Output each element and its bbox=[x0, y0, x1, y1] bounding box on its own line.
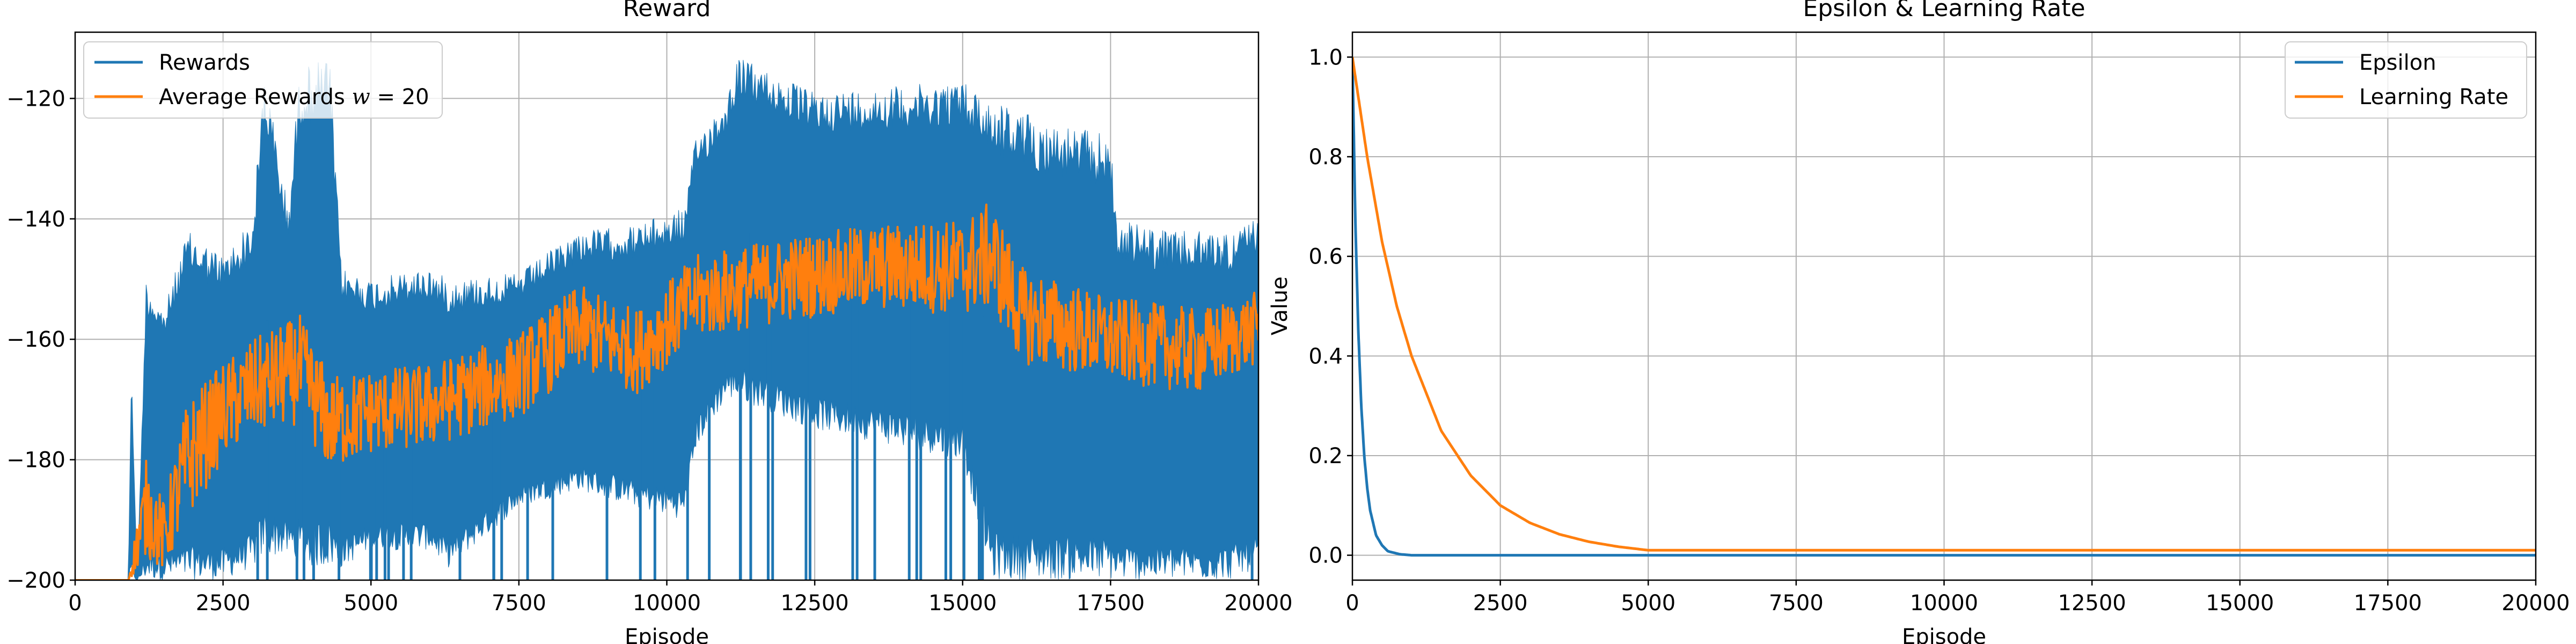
legend-learning-rate-label: Learning Rate bbox=[2359, 85, 2508, 109]
reward-x-tick-label: 20000 bbox=[1224, 591, 1292, 616]
epsilon-x-axis-label: Episode bbox=[1902, 625, 1986, 644]
epsilon-x-tick-label: 5000 bbox=[1621, 591, 1675, 616]
reward-x-tick-label: 10000 bbox=[633, 591, 701, 616]
epsilon-x-tick-label: 15000 bbox=[2206, 591, 2274, 616]
epsilon-series-line bbox=[1352, 57, 2536, 557]
epsilon-chart-title: Epsilon & Learning Rate bbox=[1803, 0, 2085, 22]
epsilon-x-tick-label: 12500 bbox=[2058, 591, 2126, 616]
reward-y-ticks: −200 −180 −160 −140 −120 bbox=[6, 86, 75, 593]
epsilon-y-ticks: 0.0 0.2 0.4 0.6 0.8 1.0 bbox=[1308, 45, 1352, 568]
legend-average-rewards-label-prefix: Average Rewards bbox=[159, 85, 352, 109]
epsilon-x-tick-label: 10000 bbox=[1910, 591, 1978, 616]
reward-x-tick-label: 7500 bbox=[492, 591, 546, 616]
reward-x-tick-label: 2500 bbox=[196, 591, 251, 616]
reward-legend-box bbox=[83, 41, 443, 119]
reward-x-tick-label: 0 bbox=[68, 591, 82, 616]
epsilon-y-tick-label: 0.0 bbox=[1308, 544, 1343, 568]
reward-x-tick-label: 17500 bbox=[1077, 591, 1145, 616]
legend-epsilon-label: Epsilon bbox=[2359, 50, 2436, 75]
epsilon-x-tick-label: 7500 bbox=[1769, 591, 1824, 616]
reward-chart: Reward 0 2500 5000 7500 10000 12500 15000 17500… bbox=[6, 0, 1293, 644]
rewards-series-spikes bbox=[256, 229, 1254, 580]
reward-y-tick-label: −140 bbox=[6, 207, 65, 232]
epsilon-y-tick-label: 0.2 bbox=[1308, 444, 1343, 469]
epsilon-legend-box bbox=[2285, 41, 2527, 119]
legend-average-rewards-label-suffix: = 20 bbox=[370, 85, 429, 109]
reward-y-tick-label: −180 bbox=[6, 448, 65, 473]
epsilon-x-tick-label: 17500 bbox=[2354, 591, 2422, 616]
epsilon-x-tick-label: 2500 bbox=[1473, 591, 1528, 616]
epsilon-x-tick-label: 0 bbox=[1345, 591, 1359, 616]
epsilon-y-axis-label: Value bbox=[1268, 276, 1292, 335]
reward-chart-title: Reward bbox=[623, 0, 711, 22]
legend-rewards-label: Rewards bbox=[159, 50, 250, 75]
epsilon-legend: Epsilon Learning Rate bbox=[2285, 41, 2527, 119]
legend-average-rewards-label: Average Rewards w = 20 bbox=[159, 85, 429, 109]
reward-x-ticks: 0 2500 5000 7500 10000 12500 15000 17500 20000 bbox=[68, 580, 1293, 616]
epsilon-y-tick-label: 0.4 bbox=[1308, 344, 1343, 369]
reward-y-tick-label: −200 bbox=[6, 568, 65, 593]
reward-x-axis-label: Episode bbox=[625, 625, 709, 644]
epsilon-learning-rate-chart: Epsilon & Learning Rate 0 2500 5000 7500 100… bbox=[1268, 0, 2570, 644]
average-rewards-series-line bbox=[75, 203, 1258, 580]
epsilon-plot-area bbox=[1352, 56, 2536, 557]
reward-plot-area bbox=[75, 60, 1258, 580]
epsilon-x-ticks: 0 2500 5000 7500 10000 12500 15000 17500 20000 bbox=[1345, 580, 2570, 616]
reward-legend: Rewards Average Rewards w = 20 bbox=[83, 41, 443, 119]
reward-x-tick-label: 12500 bbox=[781, 591, 849, 616]
reward-y-tick-label: −160 bbox=[6, 327, 65, 352]
epsilon-y-tick-label: 0.8 bbox=[1308, 145, 1343, 170]
learning-rate-series-line bbox=[1352, 56, 2536, 552]
reward-y-tick-label: −120 bbox=[6, 86, 65, 111]
epsilon-x-tick-label: 20000 bbox=[2501, 591, 2570, 616]
reward-x-tick-label: 15000 bbox=[928, 591, 997, 616]
epsilon-y-tick-label: 1.0 bbox=[1308, 45, 1343, 70]
legend-average-rewards-label-var: w bbox=[352, 85, 370, 109]
reward-x-tick-label: 5000 bbox=[343, 591, 398, 616]
epsilon-y-tick-label: 0.6 bbox=[1308, 245, 1343, 269]
